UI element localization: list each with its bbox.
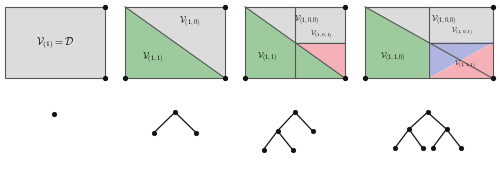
Polygon shape <box>428 42 492 78</box>
Text: $\mathcal{V}_{(1,0,1)}$: $\mathcal{V}_{(1,0,1)}$ <box>310 28 332 40</box>
Text: $\mathcal{V}_{(1,1,0)}$: $\mathcal{V}_{(1,1,0)}$ <box>380 51 406 65</box>
Polygon shape <box>365 7 428 78</box>
Text: $\mathcal{V}_{(1,1)}$: $\mathcal{V}_{(1,1)}$ <box>142 51 164 66</box>
Polygon shape <box>125 7 225 78</box>
Polygon shape <box>125 7 225 78</box>
Text: $\mathcal{V}_{(1,1,1)}$: $\mathcal{V}_{(1,1,1)}$ <box>454 58 475 70</box>
Polygon shape <box>5 7 105 78</box>
Text: $\mathcal{V}_{(1,0,1)}$: $\mathcal{V}_{(1,0,1)}$ <box>451 25 472 37</box>
Polygon shape <box>245 7 345 78</box>
Bar <box>365 7 492 78</box>
Text: $\mathcal{V}_{(1,1)}$: $\mathcal{V}_{(1,1)}$ <box>257 51 277 65</box>
Text: $\mathcal{V}_{(1,0,0)}$: $\mathcal{V}_{(1,0,0)}$ <box>294 14 320 28</box>
Polygon shape <box>428 42 492 78</box>
Polygon shape <box>295 42 345 78</box>
Bar <box>125 7 225 78</box>
Bar <box>5 7 105 78</box>
Bar <box>245 7 345 78</box>
Polygon shape <box>365 7 492 78</box>
Text: $\mathcal{V}_{(1,0,0)}$: $\mathcal{V}_{(1,0,0)}$ <box>432 14 457 28</box>
Polygon shape <box>245 7 345 78</box>
Text: $\mathcal{V}_{(1,0)}$: $\mathcal{V}_{(1,0)}$ <box>180 15 201 30</box>
Text: $\mathcal{V}_{(1)} = \mathcal{D}$: $\mathcal{V}_{(1)} = \mathcal{D}$ <box>36 35 74 50</box>
